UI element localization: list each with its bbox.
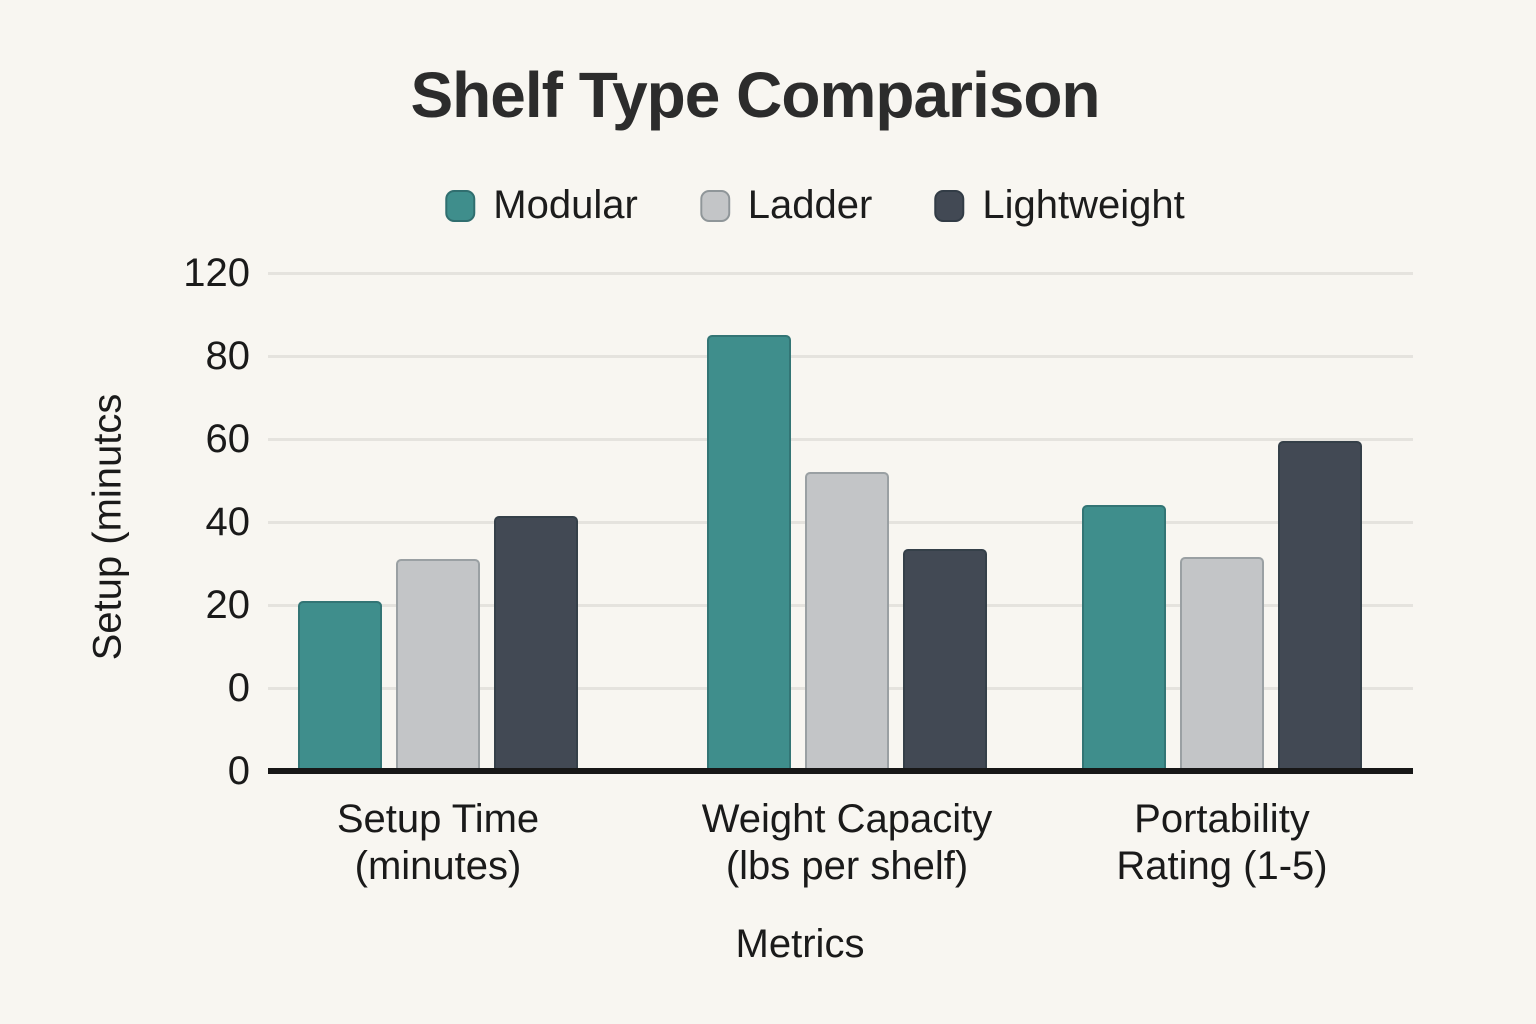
y-tick-5-label: 80 [205, 334, 251, 378]
bar-lightweight-portability-rating-1-5 [1278, 441, 1362, 771]
legend-swatch-ladder [699, 189, 730, 222]
category-label-line: (minutes) [354, 844, 522, 888]
bar-ladder-setup-time-minutes [396, 559, 480, 771]
category-label-weight-capacity-lbs-per-shelf: Weight Capacity (lbs per shelf) [702, 796, 993, 890]
legend-label-lightweight: Lightweight [982, 183, 1185, 227]
y-tick-0-label: 0 [227, 749, 250, 793]
category-label-line: Portability [1134, 797, 1310, 841]
bar-lightweight-weight-capacity-lbs-per-shelf [903, 549, 987, 771]
category-label-portability-rating-1-5: Portability Rating (1-5) [1116, 796, 1327, 890]
legend: Modular Ladder Lightweight [445, 183, 1185, 228]
category-label-line: Weight Capacity [701, 797, 993, 841]
legend-label-ladder: Ladder [747, 183, 873, 227]
category-label-line: Rating (1-5) [1116, 844, 1328, 888]
gridline-80 [268, 355, 1413, 358]
legend-label-modular: Modular [493, 183, 638, 227]
category-label-line: (lbs per shelf) [725, 844, 969, 888]
bar-modular-setup-time-minutes [298, 601, 382, 771]
legend-item-modular: Modular [445, 183, 638, 228]
category-label-line: Setup Time [336, 797, 540, 841]
y-tick-4-label: 60 [205, 417, 251, 461]
y-tick-1-label: 0 [227, 666, 250, 710]
y-tick-2-label: 20 [205, 583, 251, 627]
bar-lightweight-setup-time-minutes [494, 516, 578, 771]
bar-ladder-weight-capacity-lbs-per-shelf [805, 472, 889, 771]
gridline-60 [268, 438, 1413, 441]
legend-swatch-modular [445, 189, 476, 222]
chart-title: Shelf Type Comparison [410, 59, 1100, 131]
y-tick-3-label: 40 [205, 500, 251, 544]
gridline-120 [268, 272, 1413, 275]
legend-swatch-lightweight [934, 189, 965, 222]
x-axis-baseline [268, 768, 1413, 774]
legend-item-lightweight: Lightweight [934, 183, 1185, 228]
bar-modular-portability-rating-1-5 [1082, 505, 1166, 771]
x-axis-label: Metrics [735, 922, 865, 966]
y-tick-6-label: 120 [183, 251, 250, 295]
bar-ladder-portability-rating-1-5 [1180, 557, 1264, 771]
legend-item-ladder: Ladder [699, 183, 873, 228]
category-label-setup-time-minutes: Setup Time (minutes) [337, 796, 539, 890]
bar-modular-weight-capacity-lbs-per-shelf [707, 335, 791, 771]
